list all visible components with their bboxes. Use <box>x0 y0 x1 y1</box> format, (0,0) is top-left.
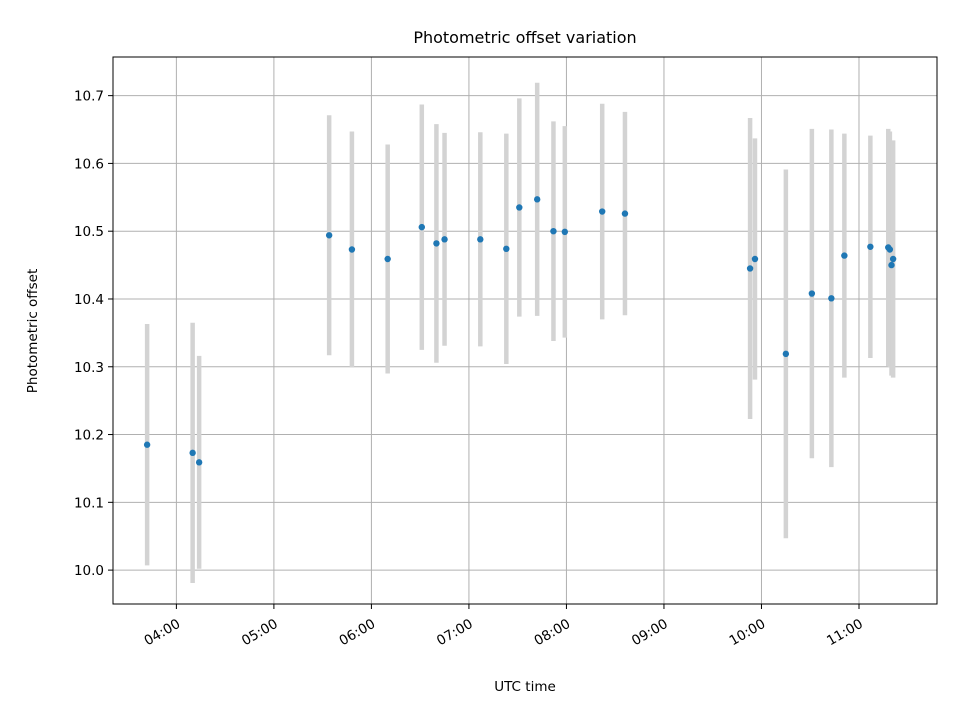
data-point <box>808 290 816 297</box>
data-point <box>516 204 523 211</box>
data-point <box>325 232 333 239</box>
data-point <box>841 252 848 259</box>
data-point <box>143 441 151 448</box>
y-tick-label: 10.5 <box>74 224 104 240</box>
y-tick-label: 10.3 <box>74 360 104 376</box>
data-point <box>418 223 425 231</box>
data-point <box>598 208 606 215</box>
data-points <box>143 196 897 466</box>
data-point <box>889 255 897 263</box>
data-point <box>828 295 835 302</box>
data-point <box>888 261 895 269</box>
x-axis-label: UTC time <box>494 679 556 695</box>
y-tick-label: 10.6 <box>74 156 104 172</box>
y-axis-label: Photometric offset <box>25 269 41 393</box>
data-point <box>782 350 790 358</box>
y-tick-label: 10.4 <box>74 292 104 308</box>
data-point <box>621 210 629 217</box>
data-point <box>886 246 894 253</box>
data-point <box>550 227 557 235</box>
data-point <box>441 236 448 243</box>
plot-frame <box>112 56 938 605</box>
data-point <box>348 246 356 253</box>
data-point <box>195 459 203 466</box>
y-axis-ticks: 10.0 10.1 10.2 10.3 10.4 10.5 10.6 10.7 <box>74 89 113 579</box>
data-point <box>189 449 196 457</box>
y-tick-label: 10.2 <box>74 428 104 444</box>
data-point <box>384 255 391 263</box>
chart-title: Photometric offset variation <box>413 28 636 47</box>
data-point <box>751 255 759 263</box>
y-tick-label: 10.7 <box>74 89 104 105</box>
data-point <box>433 240 440 247</box>
data-point <box>477 236 484 243</box>
data-point <box>533 196 541 203</box>
data-point <box>867 243 874 250</box>
data-point <box>503 245 510 253</box>
y-tick-label: 10.1 <box>74 495 104 511</box>
y-tick-label: 10.0 <box>74 563 104 579</box>
data-point <box>561 228 569 236</box>
data-point <box>746 265 754 272</box>
